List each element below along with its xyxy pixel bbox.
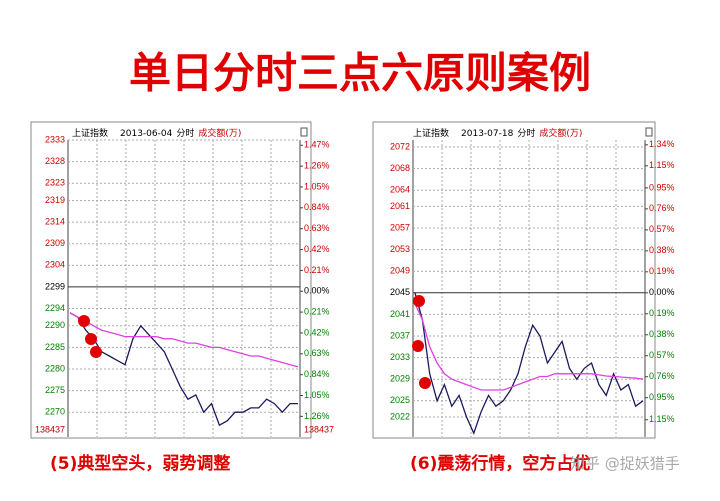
y-tick-label: 2290 bbox=[45, 320, 65, 330]
y-tick-label: 2072 bbox=[390, 141, 410, 151]
y-tick-label: 2304 bbox=[45, 260, 65, 270]
marker bbox=[90, 346, 102, 358]
volume-label: 138437 bbox=[304, 424, 334, 434]
y2-tick-label: 0.63% bbox=[304, 348, 330, 358]
y-tick-label: 2328 bbox=[45, 156, 65, 166]
header-index: 上证指数 bbox=[413, 127, 449, 139]
header-date: 2013-06-04 bbox=[120, 129, 173, 139]
y-tick-label: 2041 bbox=[390, 309, 410, 319]
y-tick-label: 2280 bbox=[45, 363, 65, 373]
y2-tick-label: 0.42% bbox=[304, 327, 330, 337]
marker bbox=[85, 333, 97, 345]
series-line bbox=[414, 303, 644, 391]
y-tick-label: 2033 bbox=[390, 352, 410, 362]
y2-tick-label: 1.26% bbox=[304, 411, 330, 421]
y2-tick-label: 1.15% bbox=[649, 160, 675, 170]
y-tick-label: 2025 bbox=[390, 395, 410, 405]
y-tick-label: 2064 bbox=[390, 185, 410, 195]
header-indicator: 成交额(万) bbox=[198, 127, 241, 139]
y-tick-label: 2323 bbox=[45, 178, 65, 188]
marker bbox=[419, 377, 431, 389]
y2-tick-label: 0.19% bbox=[649, 308, 675, 318]
chart-frame bbox=[30, 121, 312, 439]
y2-tick-label: 1.15% bbox=[649, 414, 675, 424]
y-tick-label: 2294 bbox=[45, 303, 65, 313]
caption: (6)震荡行情，空方占优 bbox=[410, 453, 590, 474]
y-tick-label: 2045 bbox=[390, 287, 410, 297]
y-tick-label: 2275 bbox=[45, 385, 65, 395]
y-tick-label: 2057 bbox=[390, 222, 410, 232]
y2-tick-label: 1.05% bbox=[304, 390, 330, 400]
y2-tick-label: 1.26% bbox=[304, 160, 330, 170]
chart-header: 上证指数 2013-07-18 分时 成交额(万) bbox=[413, 127, 582, 139]
y2-tick-label: 0.21% bbox=[304, 265, 330, 275]
y2-tick-label: 0.38% bbox=[649, 245, 675, 255]
chart-frame bbox=[372, 121, 656, 439]
y2-tick-label: 0.21% bbox=[304, 306, 330, 316]
y2-tick-label: 0.42% bbox=[304, 244, 330, 254]
y-tick-label: 2314 bbox=[45, 216, 65, 226]
header-index: 上证指数 bbox=[72, 127, 108, 139]
y2-tick-label: 1.05% bbox=[304, 181, 330, 191]
header-box bbox=[645, 127, 653, 137]
y2-tick-label: 0.95% bbox=[649, 392, 675, 402]
header-box bbox=[300, 127, 308, 137]
y2-tick-label: 1.34% bbox=[649, 139, 675, 149]
y-tick-label: 2061 bbox=[390, 201, 410, 211]
y2-tick-label: 0.76% bbox=[649, 371, 675, 381]
y-tick-label: 2270 bbox=[45, 407, 65, 417]
series-line bbox=[69, 312, 298, 427]
marker bbox=[413, 295, 425, 307]
watermark: 知乎 @捉妖猎手 bbox=[570, 455, 680, 473]
y2-tick-label: 0.57% bbox=[649, 224, 675, 234]
header-mode: 分时 bbox=[517, 127, 535, 139]
header-mode: 分时 bbox=[176, 127, 194, 139]
series-line bbox=[69, 312, 299, 368]
y-tick-label: 2037 bbox=[390, 330, 410, 340]
y-tick-label: 2333 bbox=[45, 134, 65, 144]
y-tick-label: 2049 bbox=[390, 266, 410, 276]
y2-tick-label: 0.63% bbox=[304, 223, 330, 233]
y-tick-label: 2309 bbox=[45, 238, 65, 248]
y2-tick-label: 0.84% bbox=[304, 202, 330, 212]
slide-title: 单日分时三点六原则案例 bbox=[129, 49, 591, 98]
markers bbox=[78, 295, 431, 389]
y2-tick-label: 0.00% bbox=[304, 286, 330, 296]
y-tick-label: 2299 bbox=[45, 281, 65, 291]
y2-tick-label: 0.38% bbox=[649, 329, 675, 339]
y-tick-label: 2029 bbox=[390, 374, 410, 384]
y2-tick-label: 0.00% bbox=[649, 287, 675, 297]
y-tick-label: 2285 bbox=[45, 342, 65, 352]
y2-tick-label: 0.19% bbox=[649, 266, 675, 276]
marker bbox=[78, 315, 90, 327]
header-indicator: 成交额(万) bbox=[539, 127, 582, 139]
chart-header: 上证指数 2013-06-04 分时 成交额(万) bbox=[72, 127, 241, 139]
header-date: 2013-07-18 bbox=[461, 129, 514, 139]
volume-label: 138437 bbox=[35, 424, 65, 434]
y2-tick-label: 1.47% bbox=[304, 140, 330, 150]
y2-tick-label: 0.76% bbox=[649, 203, 675, 213]
y2-tick-label: 0.57% bbox=[649, 350, 675, 360]
y-tick-label: 2068 bbox=[390, 163, 410, 173]
y2-tick-label: 0.95% bbox=[649, 182, 675, 192]
y2-tick-label: 0.84% bbox=[304, 369, 330, 379]
series-line bbox=[414, 292, 644, 435]
marker bbox=[412, 340, 424, 352]
y-tick-label: 2022 bbox=[390, 411, 410, 421]
caption: (5)典型空头，弱势调整 bbox=[50, 453, 230, 474]
y-tick-label: 2319 bbox=[45, 195, 65, 205]
y-tick-label: 2053 bbox=[390, 244, 410, 254]
